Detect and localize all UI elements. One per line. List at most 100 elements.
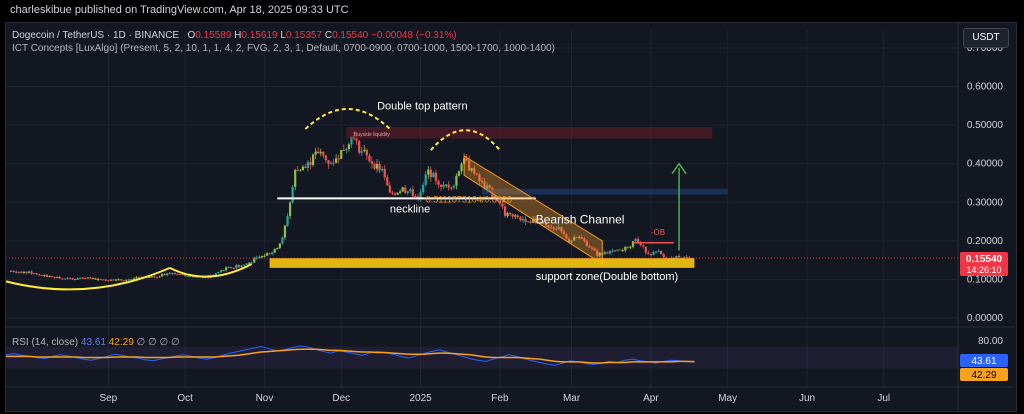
currency-button[interactable]: USDT <box>963 28 1009 48</box>
candle-body <box>63 278 66 280</box>
double-top-arc-1 <box>304 108 391 130</box>
candle-body <box>652 251 655 255</box>
candle-body <box>370 161 374 164</box>
candle-body <box>439 184 443 187</box>
candle-body <box>242 264 246 266</box>
candle-body <box>127 279 130 281</box>
candle-body <box>539 222 542 224</box>
candle-body <box>22 271 26 273</box>
candle-body <box>337 158 340 160</box>
rsi-signal-value: 42.29 <box>108 337 134 348</box>
candle-body <box>555 228 558 230</box>
candle-body <box>332 162 335 164</box>
candle-body <box>171 272 174 274</box>
bearish-channel <box>463 155 603 265</box>
candle-body <box>542 222 545 224</box>
rsi-legend[interactable]: RSI (14, close) 43.61 42.29 ∅ ∅ ∅ ∅ <box>12 337 180 348</box>
candle-body <box>258 257 261 259</box>
candle-body <box>219 270 223 273</box>
candle-body <box>688 257 691 259</box>
candle-body <box>68 278 72 280</box>
fvg-zone <box>482 188 728 195</box>
low-value: 0.15357 <box>285 30 323 41</box>
indicator-legend[interactable]: ICT Concepts [LuxAlgo] (Present, 5, 2, 1… <box>12 43 555 54</box>
candle-body <box>404 187 407 193</box>
candle-body <box>181 274 184 276</box>
double-top-label: Double top pattern <box>377 101 468 113</box>
candle-body <box>406 191 409 193</box>
candle-body <box>626 246 629 248</box>
candle-body <box>237 265 240 268</box>
candle-body <box>317 151 320 154</box>
candle-body <box>649 254 653 256</box>
candle-body <box>301 166 304 171</box>
time-tick-label: Apr <box>643 393 659 404</box>
candle-body <box>155 277 159 279</box>
candle-body <box>391 192 394 194</box>
candle-body <box>598 252 601 256</box>
candle-body <box>514 215 517 217</box>
candle-body <box>475 173 478 175</box>
candle-body <box>184 274 187 277</box>
candle-body <box>132 278 136 280</box>
candle-body <box>240 265 243 268</box>
candle-body <box>104 279 107 281</box>
candle-body <box>583 238 586 242</box>
candle-body <box>345 148 348 151</box>
candle-body <box>460 163 463 172</box>
rsi-extra: ∅ ∅ ∅ ∅ <box>136 337 180 348</box>
candle-body <box>176 274 179 276</box>
rsi-label: RSI (14, close) <box>12 337 79 348</box>
order-block-label: -OB <box>651 228 665 237</box>
high-label: H <box>234 30 242 41</box>
candle-body <box>329 162 333 164</box>
candle-body <box>91 277 95 279</box>
candle-body <box>549 227 553 229</box>
candle-body <box>281 237 284 244</box>
rsi-signal-badge <box>960 368 1008 382</box>
candle-body <box>654 251 658 253</box>
candle-body <box>570 240 573 243</box>
candle-body <box>409 189 412 192</box>
candle-body <box>529 221 532 223</box>
candle-body <box>265 253 269 256</box>
candle-body <box>278 243 281 249</box>
candle-body <box>186 276 189 278</box>
candle-body <box>168 273 171 275</box>
price-badge-value: 0.15540 <box>966 254 1003 265</box>
candle-body <box>322 151 325 156</box>
candle-body <box>524 219 527 222</box>
candle-body <box>619 249 622 251</box>
candle-body <box>590 247 594 249</box>
candle-body <box>608 251 612 254</box>
candle-body <box>480 180 484 182</box>
candle-body <box>580 237 583 239</box>
candle-body <box>629 246 632 248</box>
time-axis: Sep Oct Nov Dec 2025 Feb Mar Apr May Jun Jul <box>5 386 1015 404</box>
candle-body <box>112 279 115 281</box>
rsi-value: 43.61 <box>80 337 106 348</box>
candle-body <box>99 279 102 281</box>
candle-body <box>66 278 69 280</box>
candle-body <box>35 273 38 275</box>
candle-body <box>478 174 481 181</box>
support-zone-label: support zone(Double bottom) <box>536 271 678 283</box>
candle-body <box>363 149 366 152</box>
price-tick-label: 0.30000 <box>967 197 1004 208</box>
candle-body <box>503 206 507 216</box>
candle-body <box>150 276 153 278</box>
candle-body <box>493 196 496 198</box>
time-tick-label: Jun <box>799 393 815 404</box>
candle-body <box>107 280 110 282</box>
candle-body <box>675 255 678 259</box>
candle-body <box>486 185 489 189</box>
candle-body <box>97 279 100 281</box>
bearish-channel-label: Bearish Channel <box>536 213 625 227</box>
candle-body <box>137 277 141 279</box>
candle-body <box>217 272 220 274</box>
candle-body <box>173 272 177 275</box>
candle-body <box>616 249 619 251</box>
candle-body <box>178 274 182 276</box>
candle-body <box>268 253 271 255</box>
